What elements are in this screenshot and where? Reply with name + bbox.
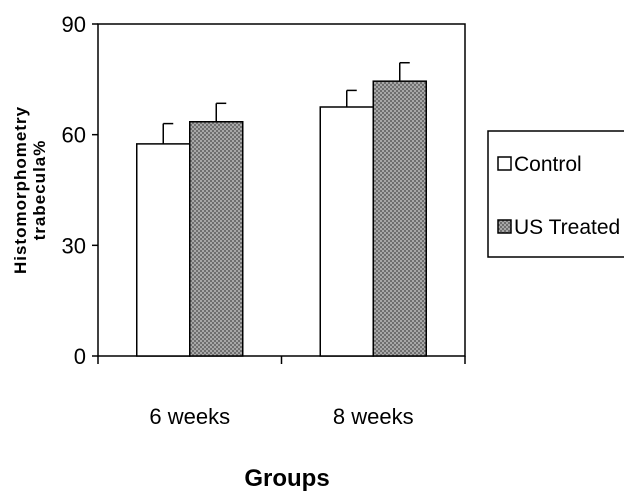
legend-box: [487, 130, 624, 258]
bar-control: [136, 143, 191, 357]
legend: Control US Treated: [487, 130, 624, 258]
legend-label-us-treated: US Treated: [514, 216, 620, 239]
legend-label-control: Control: [514, 153, 582, 176]
legend-swatch-us-treated: [497, 219, 512, 234]
axis-layer: 0 30 60 90 6 weeks 8 weeks: [62, 12, 466, 429]
x-axis-title: Groups: [244, 465, 329, 492]
x-category-label: 6 weeks: [149, 404, 230, 429]
bars-layer: [136, 61, 427, 357]
bar-control: [319, 106, 374, 357]
bar-us-treated: [372, 80, 427, 357]
y-tick-label: 90: [62, 12, 86, 37]
y-tick-label: 0: [74, 344, 86, 369]
y-tick-label: 60: [62, 123, 86, 148]
bar-us-treated: [189, 121, 244, 357]
y-axis-title-line-1: Histomorphometry: [11, 106, 30, 274]
y-axis-title-line-2: trabecula%: [30, 140, 49, 241]
x-category-label: 8 weeks: [333, 404, 414, 429]
y-tick-label: 30: [62, 233, 86, 258]
legend-swatch-control: [497, 156, 512, 171]
